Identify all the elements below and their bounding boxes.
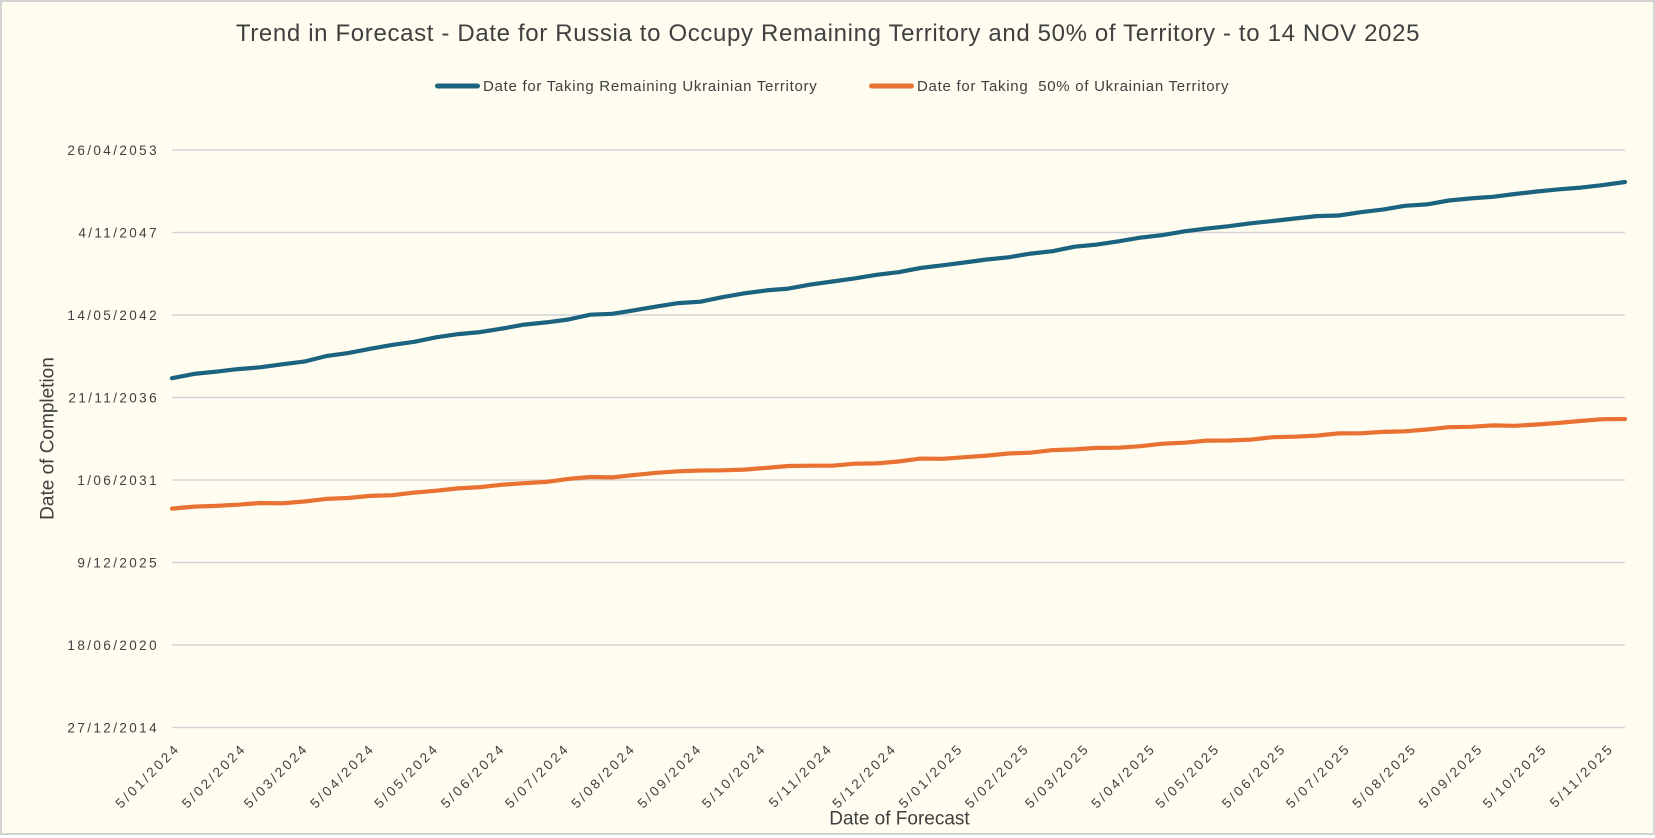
svg-text:27/12/2014: 27/12/2014 (67, 720, 159, 735)
svg-text:5/06/2024: 5/06/2024 (438, 741, 509, 812)
svg-text:5/09/2024: 5/09/2024 (635, 741, 706, 812)
svg-text:5/06/2025: 5/06/2025 (1219, 741, 1290, 812)
svg-text:1/06/2031: 1/06/2031 (77, 473, 159, 488)
svg-text:5/08/2025: 5/08/2025 (1349, 741, 1420, 812)
svg-text:5/05/2024: 5/05/2024 (371, 741, 442, 812)
svg-text:18/06/2020: 18/06/2020 (67, 638, 159, 653)
svg-text:Date of Completion: Date of Completion (38, 357, 59, 520)
svg-text:5/01/2025: 5/01/2025 (896, 741, 967, 812)
svg-text:9/12/2025: 9/12/2025 (77, 555, 159, 570)
svg-text:5/11/2024: 5/11/2024 (766, 741, 836, 811)
svg-text:14/05/2042: 14/05/2042 (67, 308, 159, 323)
svg-text:Trend in Forecast - Date for R: Trend in Forecast - Date for Russia to O… (236, 20, 1420, 47)
svg-text:Date for Taking 50% of Ukrain: Date for Taking 50% of Ukrainian Territo… (917, 78, 1229, 95)
svg-text:Date of Forecast: Date of Forecast (829, 809, 970, 830)
svg-text:5/01/2024: 5/01/2024 (113, 741, 184, 812)
svg-text:5/03/2025: 5/03/2025 (1022, 741, 1093, 812)
svg-text:4/11/2047: 4/11/2047 (78, 225, 159, 240)
svg-text:5/03/2024: 5/03/2024 (241, 741, 312, 812)
svg-text:5/10/2025: 5/10/2025 (1480, 741, 1551, 812)
svg-text:26/04/2053: 26/04/2053 (67, 143, 159, 158)
svg-text:5/11/2025: 5/11/2025 (1547, 741, 1617, 811)
svg-text:5/02/2024: 5/02/2024 (179, 741, 250, 812)
svg-text:5/08/2024: 5/08/2024 (568, 741, 639, 812)
svg-text:5/04/2024: 5/04/2024 (307, 741, 378, 812)
svg-text:21/11/2036: 21/11/2036 (68, 390, 159, 405)
svg-text:5/10/2024: 5/10/2024 (699, 741, 770, 812)
svg-text:5/05/2025: 5/05/2025 (1153, 741, 1224, 812)
svg-text:5/04/2025: 5/04/2025 (1088, 741, 1159, 812)
svg-text:5/12/2024: 5/12/2024 (829, 741, 900, 812)
svg-text:5/07/2024: 5/07/2024 (502, 741, 573, 812)
svg-text:5/09/2025: 5/09/2025 (1416, 741, 1487, 812)
svg-text:5/07/2025: 5/07/2025 (1283, 741, 1354, 812)
svg-text:Date for Taking Remaining Ukra: Date for Taking Remaining Ukrainian Terr… (483, 78, 817, 95)
